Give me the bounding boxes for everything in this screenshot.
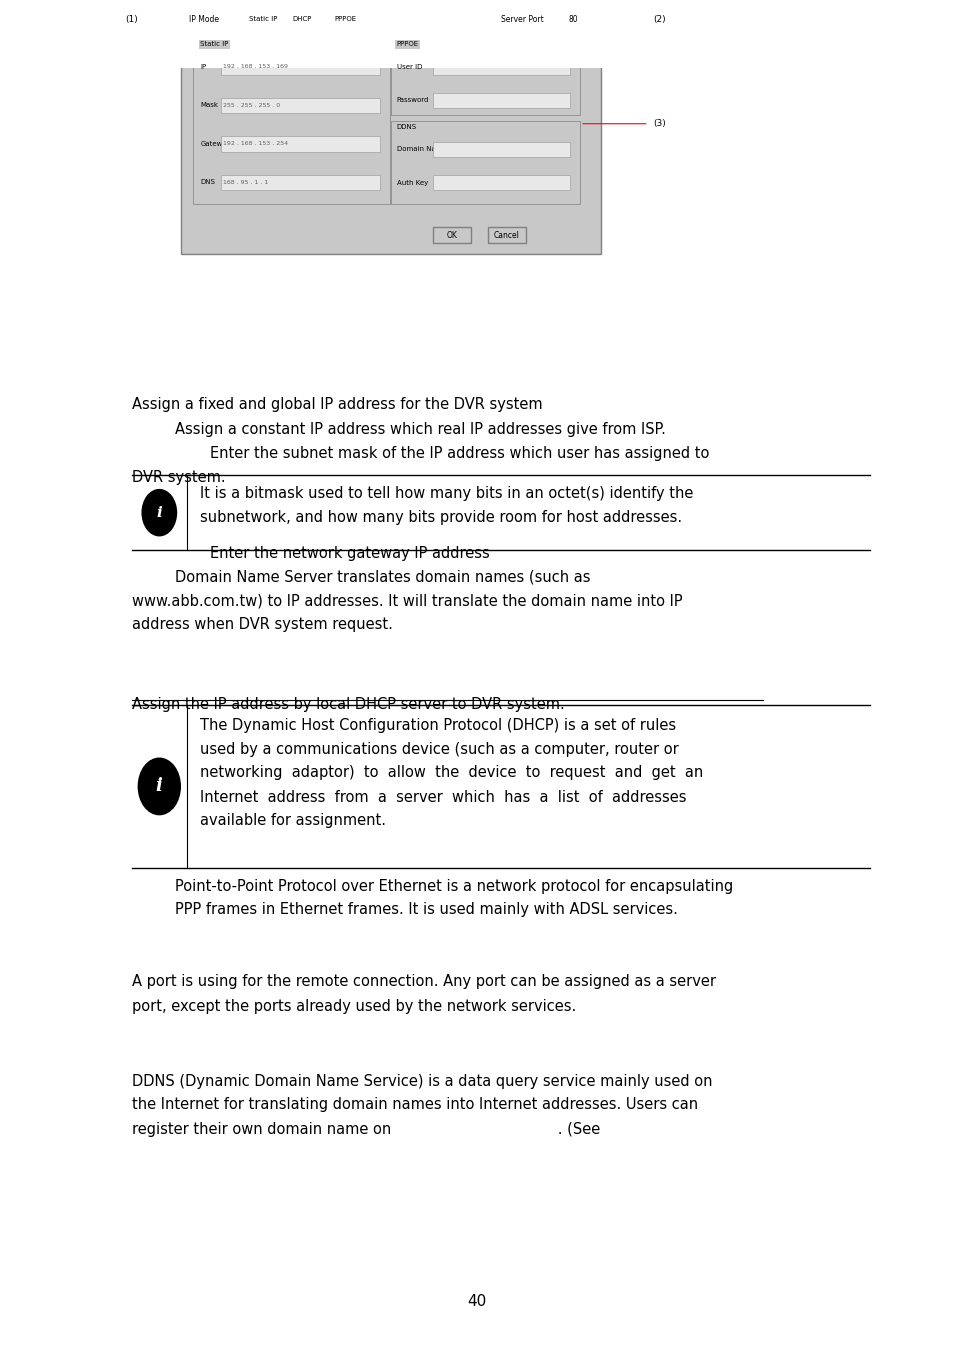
FancyBboxPatch shape — [221, 136, 380, 151]
Text: www.abb.com.tw) to IP addresses. It will translate the domain name into IP: www.abb.com.tw) to IP addresses. It will… — [132, 594, 681, 609]
Text: Password: Password — [396, 97, 429, 103]
Text: register their own domain name on                                    . (See: register their own domain name on . (See — [132, 1122, 599, 1137]
FancyBboxPatch shape — [181, 0, 600, 254]
Text: A port is using for the remote connection. Any port can be assigned as a server: A port is using for the remote connectio… — [132, 975, 715, 990]
Text: Internet  address  from  a  server  which  has  a  list  of  addresses: Internet address from a server which has… — [200, 790, 686, 805]
FancyBboxPatch shape — [433, 93, 570, 108]
FancyBboxPatch shape — [433, 142, 570, 157]
FancyBboxPatch shape — [558, 12, 587, 27]
Text: User ID: User ID — [396, 63, 422, 70]
Text: Assign a fixed and global IP address for the DVR system: Assign a fixed and global IP address for… — [132, 397, 541, 412]
Text: (1): (1) — [126, 15, 138, 24]
FancyBboxPatch shape — [221, 59, 380, 74]
Text: DDNS (Dynamic Domain Name Service) is a data query service mainly used on: DDNS (Dynamic Domain Name Service) is a … — [132, 1075, 711, 1089]
Text: Gateway: Gateway — [200, 140, 231, 147]
Text: Mask: Mask — [200, 103, 218, 108]
Text: address when DVR system request.: address when DVR system request. — [132, 617, 392, 632]
Text: Domain Name: Domain Name — [396, 146, 446, 153]
Circle shape — [239, 15, 247, 24]
Circle shape — [282, 15, 290, 24]
Text: PPP frames in Ethernet frames. It is used mainly with ADSL services.: PPP frames in Ethernet frames. It is use… — [174, 903, 677, 918]
Text: i: i — [156, 506, 162, 520]
Text: Assign the IP address by local DHCP server to DVR system.: Assign the IP address by local DHCP serv… — [132, 698, 564, 713]
Text: Enter the network gateway IP address: Enter the network gateway IP address — [210, 545, 489, 562]
FancyBboxPatch shape — [391, 39, 579, 115]
FancyBboxPatch shape — [221, 174, 380, 190]
Text: It is a bitmask used to tell how many bits in an octet(s) identify the: It is a bitmask used to tell how many bi… — [200, 486, 693, 501]
Text: Static IP: Static IP — [200, 42, 229, 47]
Text: i: i — [155, 778, 163, 795]
Text: 168 . 95 . 1 . 1: 168 . 95 . 1 . 1 — [223, 180, 268, 185]
Text: subnetwork, and how many bits provide room for host addresses.: subnetwork, and how many bits provide ro… — [200, 510, 681, 525]
FancyBboxPatch shape — [391, 122, 579, 204]
Text: (3): (3) — [653, 119, 665, 128]
Text: IP Mode: IP Mode — [189, 15, 218, 24]
Text: Enter the subnet mask of the IP address which user has assigned to: Enter the subnet mask of the IP address … — [210, 446, 708, 460]
Text: Auth Key: Auth Key — [396, 180, 428, 186]
Text: networking  adaptor)  to  allow  the  device  to  request  and  get  an: networking adaptor) to allow the device … — [200, 765, 703, 780]
Text: Point-to-Point Protocol over Ethernet is a network protocol for encapsulating: Point-to-Point Protocol over Ethernet is… — [174, 879, 732, 895]
FancyBboxPatch shape — [433, 227, 471, 243]
FancyBboxPatch shape — [487, 227, 525, 243]
Text: IP: IP — [200, 63, 206, 70]
Text: 192 . 168 . 153 . 254: 192 . 168 . 153 . 254 — [223, 142, 288, 146]
FancyBboxPatch shape — [221, 97, 380, 113]
FancyBboxPatch shape — [433, 59, 570, 74]
Circle shape — [325, 15, 333, 24]
Text: PPPOE: PPPOE — [396, 42, 418, 47]
Text: port, except the ports already used by the network services.: port, except the ports already used by t… — [132, 999, 576, 1014]
Circle shape — [142, 490, 176, 536]
FancyBboxPatch shape — [587, 0, 598, 1]
Text: used by a communications device (such as a computer, router or: used by a communications device (such as… — [200, 743, 679, 757]
Text: available for assignment.: available for assignment. — [200, 813, 386, 828]
FancyBboxPatch shape — [433, 176, 570, 190]
Text: DNS: DNS — [200, 180, 215, 185]
FancyBboxPatch shape — [181, 0, 600, 3]
Text: 192 . 168 . 153 . 169: 192 . 168 . 153 . 169 — [223, 65, 288, 69]
Text: 80: 80 — [568, 15, 578, 24]
Text: the Internet for translating domain names into Internet addresses. Users can: the Internet for translating domain name… — [132, 1098, 697, 1112]
Text: (2): (2) — [653, 15, 665, 24]
Circle shape — [138, 759, 180, 814]
Text: The Dynamic Host Configuration Protocol (DHCP) is a set of rules: The Dynamic Host Configuration Protocol … — [200, 718, 676, 733]
Text: Domain Name Server translates domain names (such as: Domain Name Server translates domain nam… — [174, 570, 590, 585]
Text: DHCP: DHCP — [292, 16, 311, 23]
FancyBboxPatch shape — [193, 39, 390, 204]
Text: Cancel: Cancel — [494, 231, 519, 239]
Text: OK: OK — [446, 231, 457, 239]
Text: DVR system.: DVR system. — [132, 470, 225, 486]
Text: Static IP: Static IP — [249, 16, 277, 23]
Text: PPPOE: PPPOE — [335, 16, 356, 23]
Text: Server Port: Server Port — [500, 15, 543, 24]
Text: Assign a constant IP address which real IP addresses give from ISP.: Assign a constant IP address which real … — [174, 421, 665, 436]
Text: DDNS: DDNS — [396, 124, 416, 130]
Text: 255 . 255 . 255 . 0: 255 . 255 . 255 . 0 — [223, 103, 280, 108]
Text: 40: 40 — [467, 1293, 486, 1308]
